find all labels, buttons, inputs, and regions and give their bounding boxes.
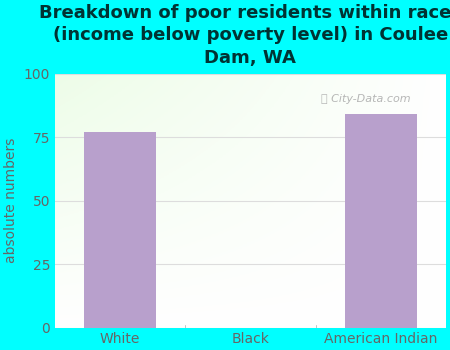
Text: ⓘ City-Data.com: ⓘ City-Data.com (321, 94, 410, 104)
Bar (84, 132, 156, 328)
Bar (345, 114, 417, 328)
Y-axis label: absolute numbers: absolute numbers (4, 138, 18, 263)
Title: Breakdown of poor residents within races
(income below poverty level) in Coulee
: Breakdown of poor residents within races… (39, 4, 450, 66)
